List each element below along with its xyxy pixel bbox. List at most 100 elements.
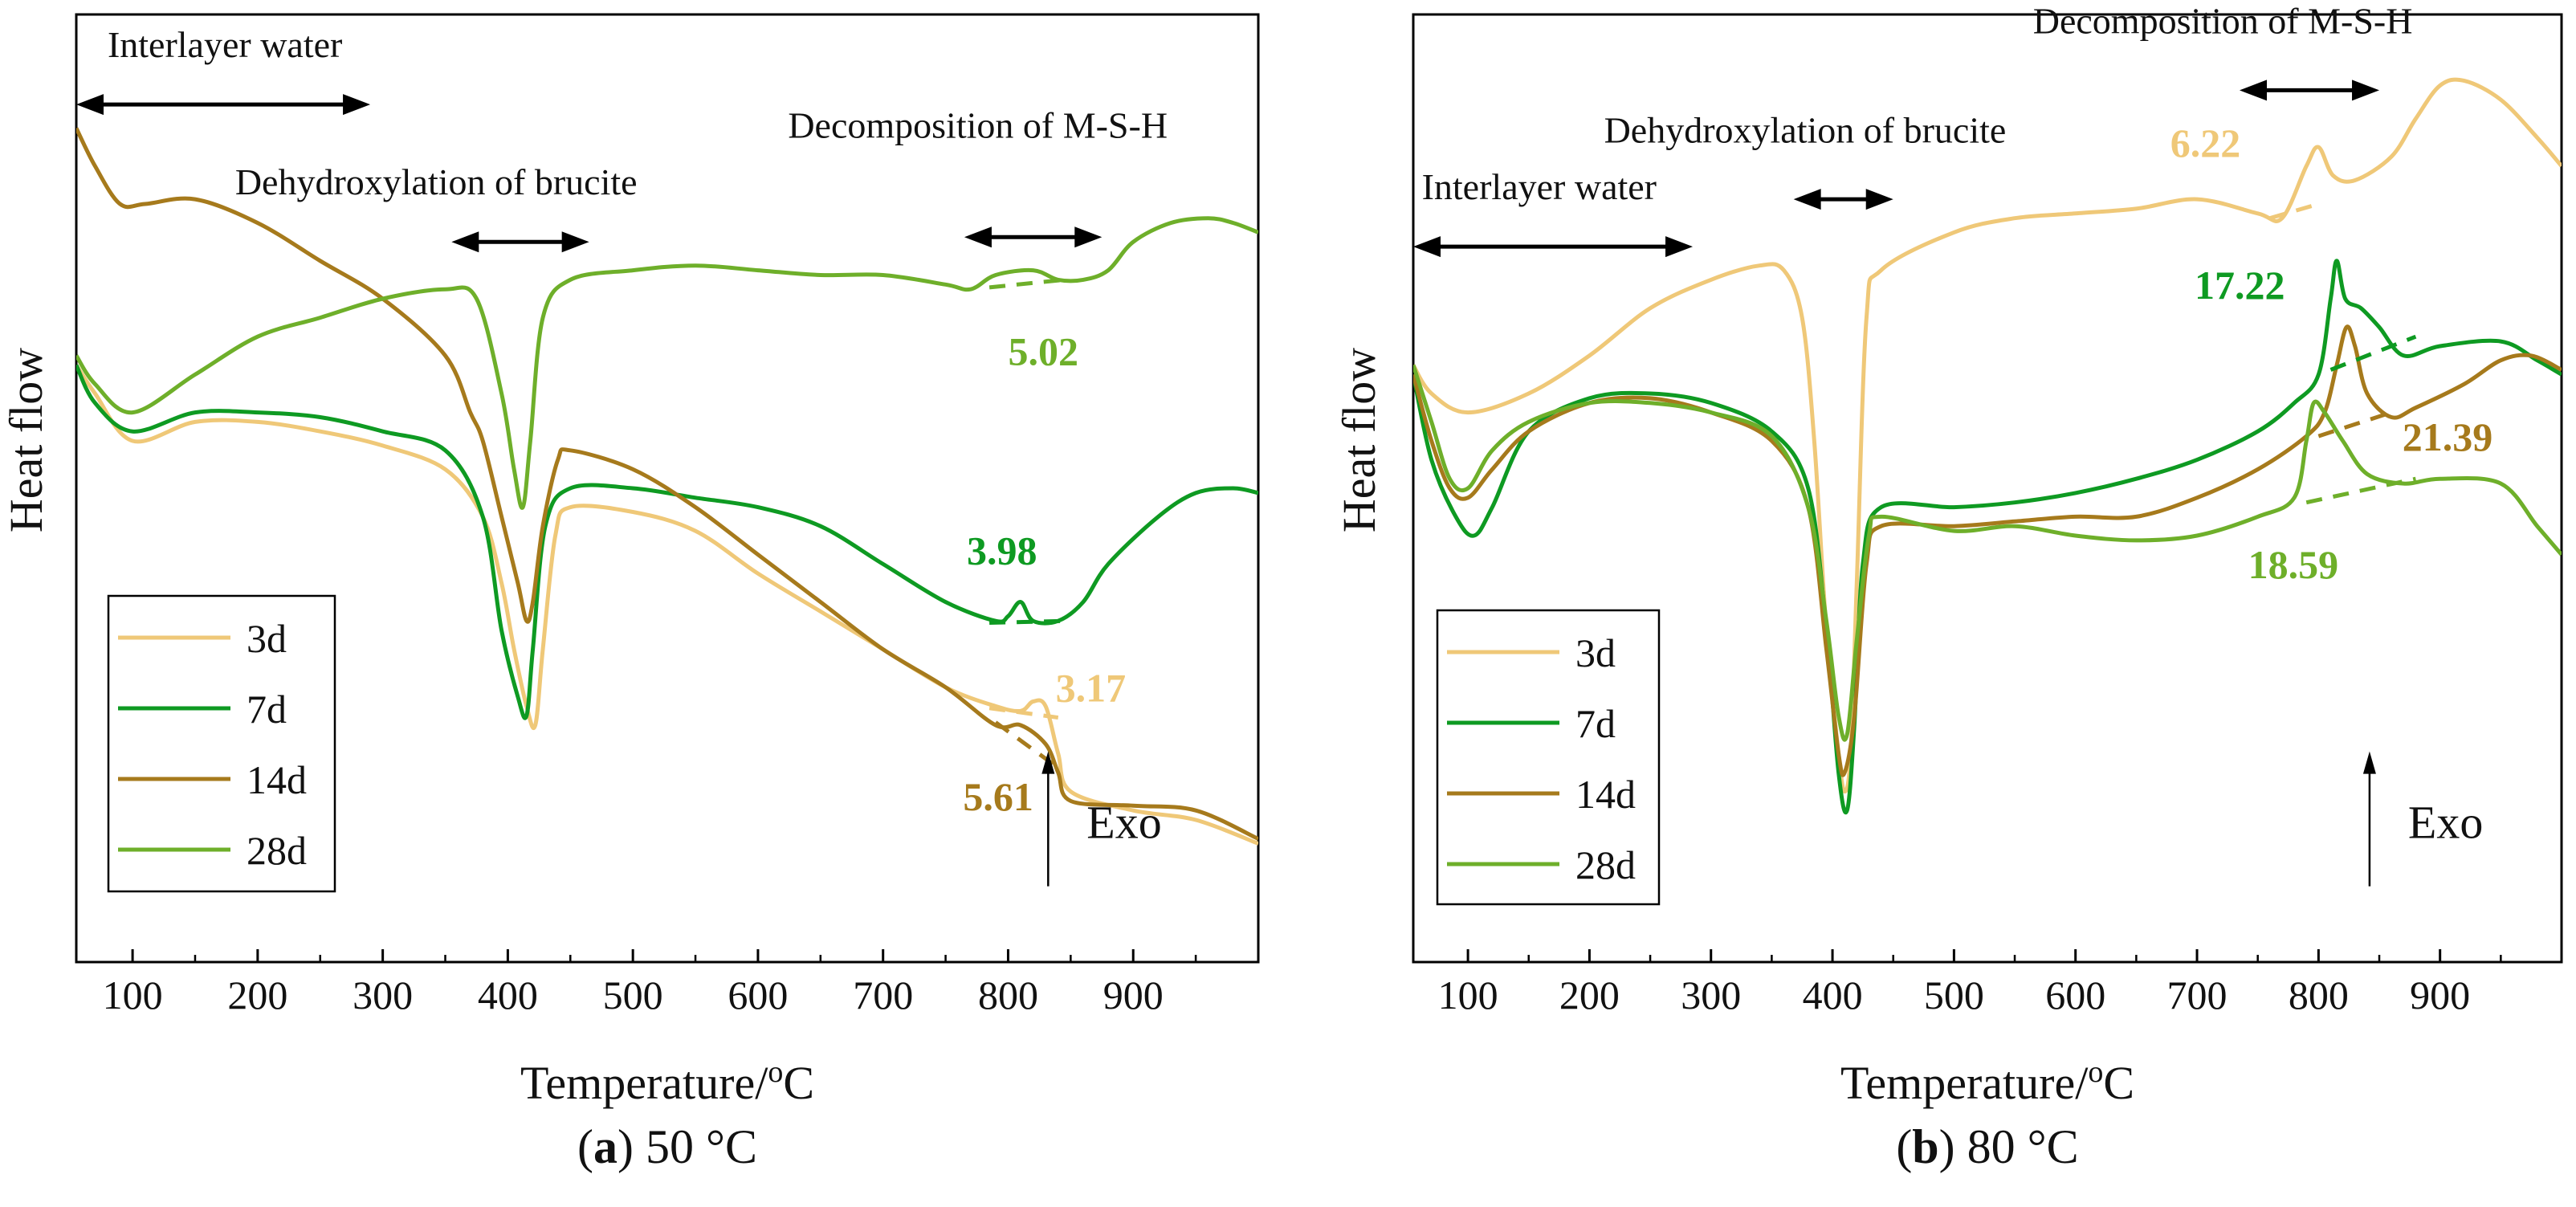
area-label-3d: 6.22 bbox=[2170, 120, 2241, 165]
double-arrow-head-left bbox=[76, 94, 104, 116]
region-annotation: Interlayer water bbox=[108, 24, 342, 65]
legend-box bbox=[1436, 609, 1661, 906]
caption-open: ( bbox=[577, 1120, 593, 1173]
legend-label-28d: 28d bbox=[247, 828, 307, 873]
baseline-3d bbox=[2269, 202, 2320, 221]
panel-caption: (a) 50 °C bbox=[577, 1120, 757, 1173]
x-tick-label: 400 bbox=[1803, 973, 1863, 1017]
x-tick-label: 600 bbox=[728, 973, 788, 1017]
double-arrow bbox=[451, 231, 589, 253]
double-arrow-head-left bbox=[1413, 236, 1441, 258]
double-arrow bbox=[964, 226, 1103, 248]
double-arrow bbox=[2239, 80, 2380, 101]
caption-letter: a bbox=[593, 1120, 618, 1173]
baseline-7d bbox=[989, 618, 1065, 626]
double-arrow bbox=[76, 94, 371, 116]
x-tick-label: 400 bbox=[478, 973, 538, 1017]
double-arrow-head-right bbox=[1074, 226, 1103, 248]
x-axis-title: Temperature/oC bbox=[1840, 1055, 2134, 1109]
double-arrow-head-right bbox=[1665, 236, 1694, 258]
double-arrow-head-right bbox=[343, 94, 371, 116]
baseline-14d bbox=[2317, 410, 2392, 438]
series-line-28d bbox=[1413, 364, 2562, 742]
area-label-7d: 3.98 bbox=[967, 528, 1037, 573]
region-annotation: Dehydroxylation of brucite bbox=[235, 161, 638, 202]
caption-close: ) bbox=[618, 1120, 634, 1173]
baseline-28d bbox=[988, 277, 1065, 290]
area-label-7d: 17.22 bbox=[2195, 263, 2285, 308]
panel-a: 100 200 300 400 500 600 700 800 900 Temperature/o… bbox=[0, 13, 1260, 1173]
baseline-28d bbox=[2305, 476, 2416, 505]
x-axis-title-unit: C bbox=[2103, 1057, 2134, 1109]
double-arrow-head-right bbox=[561, 231, 589, 253]
caption-open: ( bbox=[1896, 1120, 1912, 1173]
x-tick-label: 100 bbox=[103, 973, 163, 1017]
legend-label-14d: 14d bbox=[1575, 772, 1636, 817]
x-axis-title-text: Temperature/ bbox=[520, 1057, 768, 1109]
legend-label-7d: 7d bbox=[1575, 701, 1616, 746]
caption-temp: 80 °C bbox=[1955, 1120, 2079, 1173]
double-arrow-head-left bbox=[964, 226, 992, 248]
x-axis-title-sup: o bbox=[2088, 1055, 2103, 1089]
area-label-28d: 18.59 bbox=[2248, 542, 2339, 587]
caption-close: ) bbox=[1939, 1120, 1955, 1173]
x-tick-label: 800 bbox=[978, 973, 1038, 1017]
legend-label-3d: 3d bbox=[1575, 630, 1616, 675]
x-tick-label: 300 bbox=[353, 973, 413, 1017]
x-tick-label: 500 bbox=[603, 973, 663, 1017]
series-group bbox=[76, 127, 1258, 846]
legend-label-7d: 7d bbox=[247, 687, 287, 732]
exo-arrow-head bbox=[1041, 751, 1055, 774]
legend-label-3d: 3d bbox=[247, 616, 287, 661]
y-axis-title: Heat flow bbox=[1333, 348, 1385, 532]
caption-temp: 50 °C bbox=[634, 1120, 757, 1173]
double-arrow-head-left bbox=[1793, 189, 1821, 210]
double-arrow-head-left bbox=[2239, 80, 2267, 101]
series-line-14d bbox=[76, 127, 1258, 841]
x-tick-label: 300 bbox=[1681, 973, 1741, 1017]
region-annotation: Decomposition of M-S-H bbox=[2033, 1, 2413, 42]
x-axis-title: Temperature/oC bbox=[520, 1055, 814, 1109]
legend: 3d 7d 14d 28d bbox=[1436, 609, 1661, 906]
x-tick-label: 100 bbox=[1438, 973, 1498, 1017]
x-tick-label: 900 bbox=[2410, 973, 2470, 1017]
legend-label-28d: 28d bbox=[1575, 842, 1636, 887]
legend: 3d 7d 14d 28d bbox=[107, 594, 336, 893]
region-annotation: Decomposition of M-S-H bbox=[788, 104, 1168, 145]
x-tick-label: 200 bbox=[227, 973, 287, 1017]
x-axis-title-text: Temperature/ bbox=[1840, 1057, 2089, 1109]
panel-caption: (b) 80 °C bbox=[1896, 1120, 2078, 1173]
area-label-3d: 3.17 bbox=[1056, 666, 1127, 711]
double-arrow-head-right bbox=[1865, 189, 1893, 210]
double-arrow bbox=[1413, 236, 1694, 258]
x-tick-label: 600 bbox=[2045, 973, 2105, 1017]
double-arrow-head-left bbox=[451, 231, 479, 253]
legend-label-14d: 14d bbox=[247, 757, 307, 802]
series-line-3d bbox=[1413, 77, 2562, 794]
series-line-28d bbox=[76, 216, 1258, 510]
plot-frame bbox=[75, 13, 1260, 964]
series-group bbox=[1413, 77, 2562, 815]
area-label-14d: 21.39 bbox=[2403, 414, 2493, 459]
series-line-3d bbox=[76, 364, 1258, 846]
area-label-28d: 5.02 bbox=[1008, 329, 1078, 374]
exo-arrow-head bbox=[2362, 751, 2376, 774]
x-tick-label: 900 bbox=[1103, 973, 1164, 1017]
panel-b: 100 200 300 400 500 600 700 800 900 Temperature/o… bbox=[1333, 1, 2563, 1173]
x-tick-label: 500 bbox=[1924, 973, 1984, 1017]
exo-label: Exo bbox=[2408, 797, 2483, 849]
x-axis-title-unit: C bbox=[783, 1057, 814, 1109]
baseline-3d bbox=[988, 706, 1059, 720]
x-tick-label: 700 bbox=[853, 973, 913, 1017]
series-line-7d bbox=[76, 364, 1258, 720]
x-tick-label: 200 bbox=[1559, 973, 1620, 1017]
x-tick-label: 700 bbox=[2167, 973, 2228, 1017]
caption-letter: b bbox=[1912, 1120, 1938, 1173]
double-arrow bbox=[1793, 189, 1893, 210]
baseline-7d bbox=[2329, 334, 2417, 372]
y-axis-title: Heat flow bbox=[0, 348, 52, 532]
region-annotation: Interlayer water bbox=[1422, 166, 1657, 207]
exo-label: Exo bbox=[1086, 797, 1161, 849]
